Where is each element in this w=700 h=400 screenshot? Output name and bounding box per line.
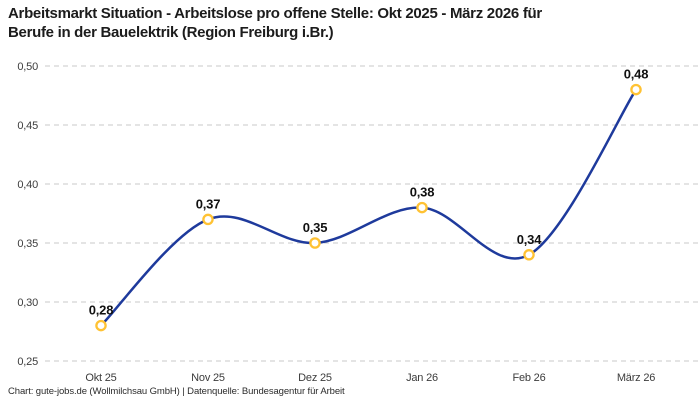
y-axis-tick-label: 0,30 (17, 297, 38, 309)
data-point-label: 0,28 (89, 303, 114, 318)
data-point-marker (202, 213, 214, 226)
line-series (99, 88, 638, 327)
data-point-label: 0,37 (196, 196, 221, 211)
data-point-marker (309, 237, 321, 249)
data-point-label: 0,48 (624, 67, 649, 82)
data-point-marker (95, 319, 107, 332)
y-axis-tick-label: 0,45 (17, 120, 38, 132)
data-point-marker (523, 249, 535, 261)
chart-footer-credit: Chart: gute-jobs.de (Wollmilchsau GmbH) … (8, 386, 345, 397)
data-point-label: 0,35 (303, 220, 328, 235)
x-axis-label: Okt 25 (85, 372, 116, 384)
chart-title-line2: Berufe in der Bauelektrik (Region Freibu… (8, 24, 334, 41)
y-axis-tick-label: 0,25 (17, 356, 38, 368)
chart-title-line1: Arbeitsmarkt Situation - Arbeitslose pro… (8, 5, 542, 22)
data-point-label: 0,34 (517, 232, 542, 247)
x-axis-label: Nov 25 (191, 372, 225, 384)
y-axis-tick-label: 0,50 (17, 61, 38, 73)
x-axis-label: Jan 26 (406, 372, 438, 384)
data-point-marker (416, 201, 428, 214)
x-axis-label: März 26 (617, 372, 655, 384)
data-point-marker (630, 83, 642, 96)
y-axis-tick-label: 0,35 (17, 238, 38, 250)
x-axis-label: Feb 26 (512, 372, 545, 384)
y-axis-tick-label: 0,40 (17, 179, 38, 191)
data-point-label: 0,38 (410, 185, 435, 200)
chart-title: Arbeitsmarkt Situation - Arbeitslose pro… (8, 4, 668, 42)
x-axis-label: Dez 25 (298, 372, 332, 384)
